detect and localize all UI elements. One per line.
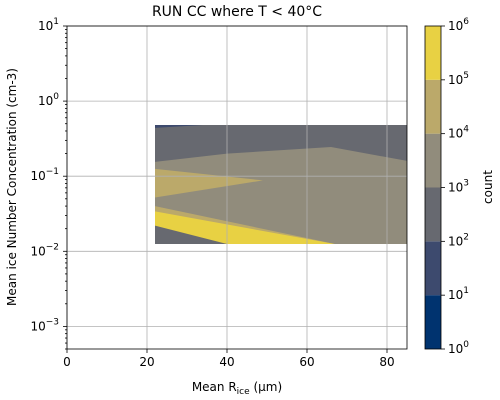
colorbar-segment-1 [425, 241, 441, 296]
y-tick-label-3: 100 [38, 92, 59, 108]
x-tick-label-1: 20 [139, 355, 154, 369]
plot-area [155, 125, 407, 244]
colorbar-tick-label-5: 105 [448, 71, 469, 87]
colorbar-tick-label-3: 103 [448, 179, 469, 195]
x-tick-label-3: 60 [299, 355, 314, 369]
y-axis: 10−3 10−2 10−1 100 101 [30, 17, 67, 350]
contour-region-4 [155, 206, 335, 244]
chart-title: RUN CC where T < 40°C [152, 4, 322, 20]
colorbar-tick-label-4: 104 [448, 125, 469, 141]
contour-region-1 [155, 125, 203, 128]
colorbar-segment-2 [425, 187, 441, 242]
x-tick-label-0: 0 [63, 355, 71, 369]
colorbar-segment-5 [425, 26, 441, 80]
colorbar-segment-3 [425, 133, 441, 188]
colorbar-segment-0 [425, 295, 441, 349]
y-tick-label-4: 101 [38, 17, 59, 33]
x-axis-label: Mean Rice (μm) [192, 380, 282, 397]
y-axis-label: Mean ice Number Concentration (cm-3) [5, 68, 19, 306]
colorbar-segment-4 [425, 79, 441, 134]
colorbar-tick-label-1: 101 [448, 286, 469, 302]
colorbar-tick-label-6: 106 [448, 17, 469, 33]
contour-region-5 [155, 211, 335, 244]
y-tick-label-0: 10−3 [30, 317, 59, 333]
x-axis: 0 20 40 60 80 [63, 349, 395, 369]
colorbar-label: count [481, 170, 495, 204]
colorbar: 100 101 102 103 104 105 106 [424, 17, 469, 356]
y-tick-label-1: 10−2 [30, 242, 59, 258]
colorbar-tick-label-0: 100 [448, 340, 469, 356]
x-tick-label-2: 40 [219, 355, 234, 369]
y-tick-label-2: 10−1 [30, 167, 59, 183]
x-tick-label-4: 80 [379, 355, 394, 369]
colorbar-tick-label-2: 102 [448, 232, 469, 248]
